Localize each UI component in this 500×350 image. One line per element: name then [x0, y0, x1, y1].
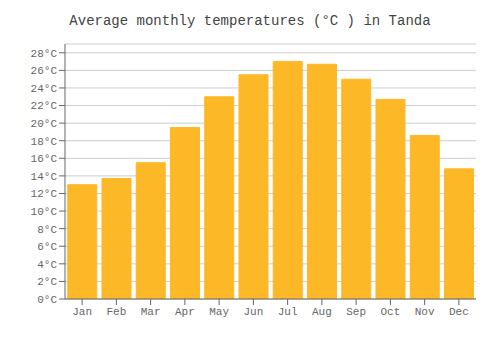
svg-text:14°C: 14°C	[31, 171, 58, 183]
svg-text:Oct: Oct	[380, 306, 400, 318]
svg-text:0°C: 0°C	[37, 294, 57, 306]
svg-text:24°C: 24°C	[31, 83, 58, 95]
svg-text:May: May	[209, 306, 229, 318]
svg-text:Nov: Nov	[415, 306, 435, 318]
svg-text:28°C: 28°C	[31, 48, 58, 60]
svg-text:22°C: 22°C	[31, 100, 58, 112]
svg-text:2°C: 2°C	[37, 276, 57, 288]
svg-text:Apr: Apr	[175, 306, 195, 318]
svg-text:Jan: Jan	[72, 306, 92, 318]
svg-text:12°C: 12°C	[31, 188, 58, 200]
svg-text:Sep: Sep	[346, 306, 366, 318]
svg-text:26°C: 26°C	[31, 65, 58, 77]
svg-text:Jun: Jun	[243, 306, 263, 318]
svg-text:Aug: Aug	[312, 306, 332, 318]
svg-text:10°C: 10°C	[31, 206, 58, 218]
svg-text:18°C: 18°C	[31, 136, 58, 148]
html-text:Average monthly temperatures (: Average monthly temperatures (°C ) in Ta…	[69, 13, 431, 29]
svg-text:16°C: 16°C	[31, 153, 58, 165]
svg-text:Feb: Feb	[106, 306, 126, 318]
svg-text:4°C: 4°C	[37, 259, 57, 271]
svg-text:Jul: Jul	[278, 306, 298, 318]
svg-text:6°C: 6°C	[37, 241, 57, 253]
svg-text:Dec: Dec	[449, 306, 469, 318]
svg-text:8°C: 8°C	[37, 224, 57, 236]
svg-text:Mar: Mar	[141, 306, 161, 318]
svg-text:20°C: 20°C	[31, 118, 58, 130]
